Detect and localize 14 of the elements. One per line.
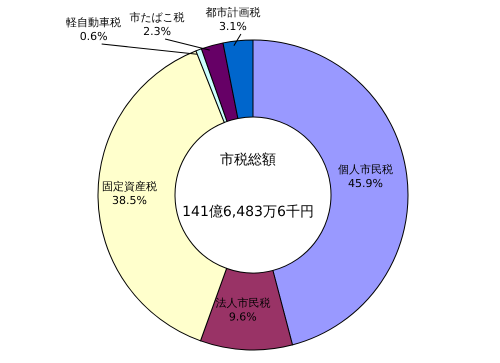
data-label: 3.1% <box>218 20 247 33</box>
data-label: 45.9% <box>348 176 383 190</box>
slice-label: 軽自動車税 <box>66 16 122 29</box>
text: 141億6,483万6千円 <box>182 204 314 220</box>
data-label: 9.6% <box>228 310 257 324</box>
data-label: 38.5% <box>112 194 147 207</box>
data-label: 0.6% <box>80 30 108 43</box>
slice-label: 都市計画税 <box>205 6 260 19</box>
slice-label: 法人市民税 <box>215 296 270 310</box>
slice-label: 固定資産税 <box>102 180 158 193</box>
data-label: 2.3% <box>143 25 172 38</box>
slice-label: 市たばこ税 <box>130 11 185 24</box>
slice-label: 個人市民税 <box>338 162 394 176</box>
text: 市税総額 <box>220 152 276 168</box>
